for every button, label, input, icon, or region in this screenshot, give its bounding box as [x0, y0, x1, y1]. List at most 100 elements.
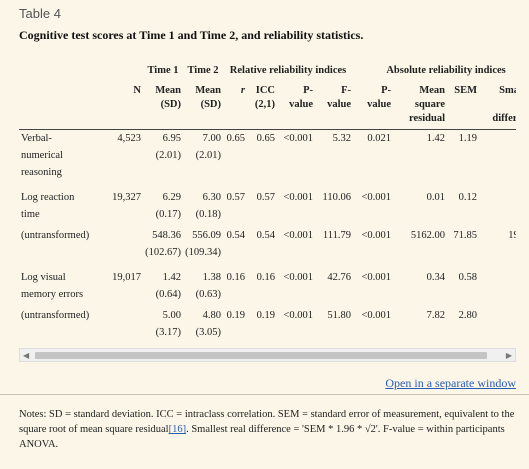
table-cell [353, 324, 393, 341]
table-cell [223, 324, 247, 341]
table-cell: 4,523 [117, 133, 141, 144]
table-cell: 0.01 [426, 192, 446, 203]
table-row: Verbal- 4,523 6.95 7.00 0.65 0.65 <0.001 5.32 0.… [19, 130, 516, 148]
table-cell [447, 244, 479, 261]
table-cell: (102.67) [145, 247, 181, 258]
header-group-row: Time 1 Time 2 Relative reliability indic… [19, 62, 516, 84]
table-cell: <0.001 [283, 133, 313, 144]
col-header [19, 84, 101, 98]
table-cell: 5.32 [332, 133, 352, 144]
header-row-3: residual difference [19, 112, 516, 130]
table-cell: 1.19 [458, 133, 478, 144]
table-cell [247, 206, 277, 223]
table-cell: 548.36 [152, 230, 181, 241]
table-cell [479, 286, 516, 303]
header-absolute-reliability: Absolute reliability indices [386, 65, 506, 76]
col-header: ICC [255, 85, 275, 96]
row-label: reasoning [21, 167, 62, 178]
table-cell [247, 244, 277, 261]
col-header: (SD) [160, 99, 181, 110]
row-label [19, 244, 101, 261]
col-header: r [240, 85, 245, 96]
table-row: reasoning [19, 164, 516, 181]
horizontal-scrollbar[interactable]: ◀ ▶ [19, 348, 516, 362]
table-cell: <0.001 [361, 272, 392, 283]
table-cell [393, 286, 447, 303]
col-header: SEM [454, 85, 478, 96]
col-header: residual [393, 112, 448, 130]
table-cell: 0.12 [458, 192, 478, 203]
table-cell: 0.58 [458, 272, 478, 283]
table-cell [101, 147, 143, 164]
table-row: time (0.17) (0.18) [19, 206, 516, 223]
table-cell [223, 164, 247, 181]
table-cell: (3.05) [195, 327, 221, 338]
scroll-left-icon[interactable]: ◀ [23, 351, 30, 360]
table-cell: 0.28 [479, 181, 516, 206]
table-cell [101, 223, 143, 244]
table-cell: 2.80 [458, 310, 478, 321]
scrollbar-thumb[interactable] [35, 352, 487, 359]
table-cell [447, 147, 479, 164]
col-header: N [133, 85, 141, 96]
header-row-1: N Mean Mean r ICC P- F- P- Mean SEM Smal… [19, 84, 516, 98]
row-label: memory errors [21, 289, 84, 300]
table-cell [247, 147, 277, 164]
col-header: value [327, 99, 352, 110]
table-row: (untransformed) 5.00 4.80 0.19 0.19 <0.001 51.… [19, 303, 516, 324]
row-label: Verbal- [21, 133, 52, 144]
table-cell [277, 244, 315, 261]
table-title: Cognitive test scores at Time 1 and Time… [19, 28, 364, 42]
table-cell [479, 244, 516, 261]
table-cell: 0.65 [226, 133, 245, 144]
table-cell [101, 303, 143, 324]
table-cell: 7.75 [479, 303, 516, 324]
open-separate-window-link[interactable]: Open in a separate window [385, 376, 516, 390]
table-row: (untransformed) 548.36 556.09 0.54 0.54 <0.00… [19, 223, 516, 244]
table-cell: <0.001 [361, 192, 392, 203]
table-cell [247, 324, 277, 341]
table-cell [223, 244, 247, 261]
table-cell: 0.16 [256, 272, 275, 283]
table-cell [101, 206, 143, 223]
table-cell [183, 164, 223, 181]
table-cell [447, 206, 479, 223]
table-cell [393, 147, 447, 164]
col-header: P- [381, 85, 392, 96]
table-cell [247, 286, 277, 303]
table-cell: 1.42 [162, 272, 181, 283]
table-viewport[interactable]: Time 1 Time 2 Relative reliability indic… [19, 62, 516, 346]
table-cell [353, 206, 393, 223]
header-relative-reliability: Relative reliability indices [229, 65, 347, 76]
table-cell [393, 206, 447, 223]
table-cell: 0.65 [256, 133, 275, 144]
table-cell [223, 147, 247, 164]
table-cell [315, 286, 353, 303]
table-cell [223, 286, 247, 303]
table-cell: 1.42 [426, 133, 446, 144]
table-cell [101, 244, 143, 261]
table-row: Log reaction 19,327 6.29 6.30 0.57 0.57 <0.001… [19, 181, 516, 206]
table-cell [479, 206, 516, 223]
scroll-right-icon[interactable]: ▶ [505, 351, 512, 360]
table-cell: (0.64) [155, 289, 181, 300]
table-cell [479, 324, 516, 341]
table-cell: (2.01) [195, 150, 221, 161]
notes-text-2: . Smallest real difference = 'SEM * 1.96… [19, 424, 505, 450]
table-row: (3.17) (3.05) [19, 324, 516, 341]
table-cell: <0.001 [283, 230, 313, 241]
table-cell: 0.57 [226, 192, 245, 203]
table-cell: 0.34 [426, 272, 446, 283]
col-header: Mean [195, 85, 221, 96]
table-cell [315, 147, 353, 164]
table-cell: 0.54 [226, 230, 245, 241]
table-label: Table 4 [19, 6, 61, 21]
table-cell: 5162.00 [410, 230, 446, 241]
table-cell [277, 324, 315, 341]
reference-link[interactable]: [16] [168, 424, 187, 435]
table-cell [277, 206, 315, 223]
col-header: (SD) [200, 99, 221, 110]
row-label: (untransformed) [21, 230, 90, 241]
table-cell: 5.00 [162, 310, 181, 321]
table-cell: (0.18) [195, 209, 221, 220]
